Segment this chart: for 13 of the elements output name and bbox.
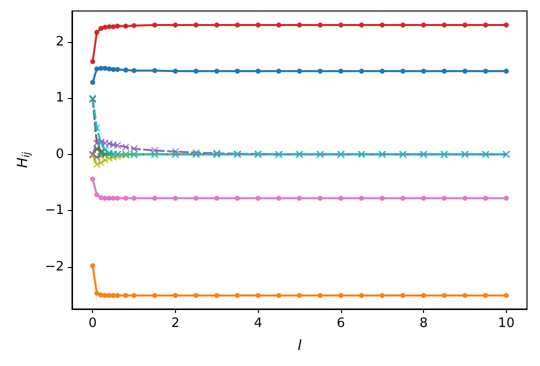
x-axis-title: l	[298, 338, 302, 354]
y-tick-label: 2	[56, 34, 64, 50]
x-tick-label: 10	[498, 316, 515, 331]
x-tick-label: 2	[171, 316, 180, 331]
y-tick-label: −1	[44, 203, 64, 218]
y-tick-label: 1	[56, 90, 64, 106]
x-tick-label: 8	[419, 316, 428, 331]
y-tick-label: −2	[44, 259, 64, 274]
x-tick-label: 6	[336, 316, 346, 331]
x-tick-label: 0	[88, 316, 97, 331]
y-tick-label: 0	[56, 146, 64, 162]
x-tick-label: 4	[254, 316, 262, 331]
y-axis-title: Hij	[15, 152, 32, 168]
